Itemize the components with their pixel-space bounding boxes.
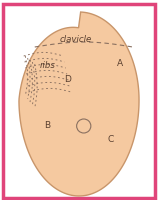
- Text: B: B: [44, 121, 50, 130]
- Text: A: A: [117, 60, 123, 68]
- Text: C: C: [107, 136, 114, 144]
- Text: ribs: ribs: [40, 62, 55, 71]
- FancyBboxPatch shape: [3, 4, 155, 198]
- Polygon shape: [19, 12, 139, 196]
- Text: clavicle: clavicle: [60, 36, 92, 45]
- Text: D: D: [64, 75, 71, 84]
